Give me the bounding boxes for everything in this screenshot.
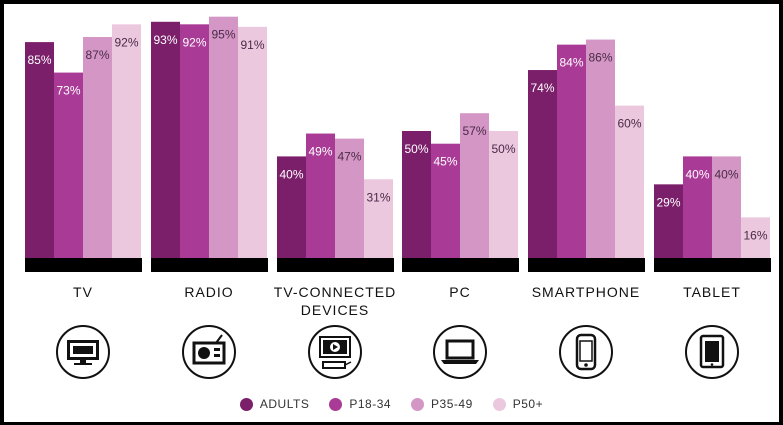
legend-label-p1834: P18-34 bbox=[349, 397, 392, 411]
legend: ADULTS P18-34 P35-49 P50+ bbox=[4, 397, 779, 411]
bar-tv-p1834 bbox=[54, 72, 83, 258]
category-label-pc: PC bbox=[449, 284, 470, 300]
data-label-tablet-p50: 16% bbox=[743, 228, 767, 242]
data-label-radio-p3549: 95% bbox=[211, 28, 235, 42]
legend-label-p3549: P35-49 bbox=[431, 397, 473, 411]
bar-tablet-p3549 bbox=[712, 156, 741, 258]
bar-group-smartphone: 74% 84% 86% 60% SMARTPHONE bbox=[528, 39, 645, 379]
axis-base-pc bbox=[402, 258, 519, 272]
data-label-pc-adults: 50% bbox=[404, 142, 428, 156]
data-label-tv-connected-devices-adults: 40% bbox=[279, 167, 303, 181]
bar-tv-adults bbox=[25, 42, 54, 258]
data-label-tv-adults: 85% bbox=[27, 53, 51, 67]
data-label-tablet-p3549: 40% bbox=[714, 167, 738, 181]
data-label-radio-p1834: 92% bbox=[182, 35, 206, 49]
axis-base-radio bbox=[151, 258, 268, 272]
bar-tv-p50 bbox=[112, 24, 141, 258]
data-label-tv-connected-devices-p1834: 49% bbox=[308, 145, 332, 159]
bar-pc-p1834 bbox=[431, 143, 460, 258]
data-label-tablet-p1834: 40% bbox=[685, 167, 709, 181]
legend-label-p50: P50+ bbox=[512, 397, 544, 411]
data-label-smartphone-adults: 74% bbox=[530, 81, 554, 95]
data-label-tv-connected-devices-p3549: 47% bbox=[337, 150, 361, 164]
bar-tablet-p50 bbox=[741, 217, 770, 258]
bar-smartphone-p1834 bbox=[557, 44, 586, 258]
category-label-tablet: TABLET bbox=[683, 284, 741, 300]
data-label-pc-p1834: 45% bbox=[433, 155, 457, 169]
bar-radio-p1834 bbox=[180, 24, 209, 258]
bar-tablet-p1834 bbox=[683, 156, 712, 258]
category-label-tv: TV bbox=[73, 284, 93, 300]
data-label-tv-p1834: 73% bbox=[56, 84, 80, 98]
tv-icon bbox=[56, 325, 110, 379]
legend-swatch-p50 bbox=[492, 397, 506, 411]
data-label-tablet-adults: 29% bbox=[656, 195, 680, 209]
bar-pc-p50 bbox=[489, 131, 518, 258]
data-label-pc-p50: 50% bbox=[491, 142, 515, 156]
data-label-radio-p50: 91% bbox=[240, 38, 264, 52]
bar-smartphone-p3549 bbox=[586, 39, 615, 259]
bar-smartphone-p50 bbox=[615, 105, 644, 258]
legend-swatch-p1834 bbox=[329, 397, 343, 411]
data-label-pc-p3549: 57% bbox=[462, 124, 486, 138]
bar-tv-connected-devices-adults bbox=[277, 156, 306, 258]
tablet-icon bbox=[685, 325, 739, 379]
bar-pc-p3549 bbox=[460, 113, 489, 258]
legend-item-p1834: P18-34 bbox=[329, 397, 391, 411]
data-label-smartphone-p1834: 84% bbox=[559, 56, 583, 70]
category-label-tv-connected-devices: DEVICES bbox=[301, 302, 369, 318]
laptop-icon bbox=[433, 325, 487, 379]
bar-group-tablet: 29% 40% 40% 16% TABLET bbox=[654, 156, 771, 379]
bar-group-tv-connected-devices: 40% 49% 47% 31% TV-CONNECTED DEVICES bbox=[274, 133, 396, 379]
bar-radio-adults bbox=[151, 21, 180, 259]
axis-base-tablet bbox=[654, 258, 771, 272]
legend-item-adults: ADULTS bbox=[239, 397, 310, 411]
chart-panel: 85% 73% 87% 92% TV 93% 92% 95% 91% RADIO 40% 49% 47%… bbox=[4, 4, 779, 422]
bar-group-radio: 93% 92% 95% 91% RADIO bbox=[151, 16, 268, 379]
bar-tv-connected-devices-p1834 bbox=[306, 133, 335, 258]
bar-tv-p3549 bbox=[83, 37, 112, 258]
bar-radio-p50 bbox=[238, 26, 267, 258]
data-label-smartphone-p50: 60% bbox=[617, 117, 641, 131]
axis-base-tv bbox=[25, 258, 142, 272]
bar-tv-connected-devices-p3549 bbox=[335, 138, 364, 258]
bar-tablet-adults bbox=[654, 184, 683, 258]
axis-base-tv-connected-devices bbox=[277, 258, 394, 272]
data-label-tv-p50: 92% bbox=[114, 35, 138, 49]
legend-item-p50: P50+ bbox=[492, 397, 544, 411]
legend-swatch-adults bbox=[239, 397, 253, 411]
category-label-radio: RADIO bbox=[184, 284, 233, 300]
category-label-tv-connected-devices: TV-CONNECTED bbox=[274, 284, 396, 300]
data-label-tv-connected-devices-p50: 31% bbox=[366, 190, 390, 204]
bar-radio-p3549 bbox=[209, 16, 238, 259]
legend-label-adults: ADULTS bbox=[259, 397, 310, 411]
data-label-radio-adults: 93% bbox=[153, 33, 177, 47]
bar-group-pc: 50% 45% 57% 50% PC bbox=[402, 113, 519, 379]
axis-base-smartphone bbox=[528, 258, 645, 272]
bar-group-tv: 85% 73% 87% 92% TV bbox=[25, 24, 142, 379]
legend-item-p3549: P35-49 bbox=[411, 397, 473, 411]
radio-icon bbox=[182, 325, 236, 379]
data-label-smartphone-p3549: 86% bbox=[588, 51, 612, 65]
tv-connected-device-icon bbox=[308, 325, 362, 379]
data-label-tv-p3549: 87% bbox=[85, 48, 109, 62]
bar-smartphone-adults bbox=[528, 70, 557, 258]
bar-tv-connected-devices-p50 bbox=[364, 179, 393, 258]
category-label-smartphone: SMARTPHONE bbox=[532, 284, 641, 300]
smartphone-icon bbox=[559, 325, 613, 379]
bar-pc-adults bbox=[402, 131, 431, 258]
legend-swatch-p3549 bbox=[411, 397, 425, 411]
grouped-bar-chart: 85% 73% 87% 92% TV 93% 92% 95% 91% RADIO 40% 49% 47%… bbox=[25, 16, 771, 379]
